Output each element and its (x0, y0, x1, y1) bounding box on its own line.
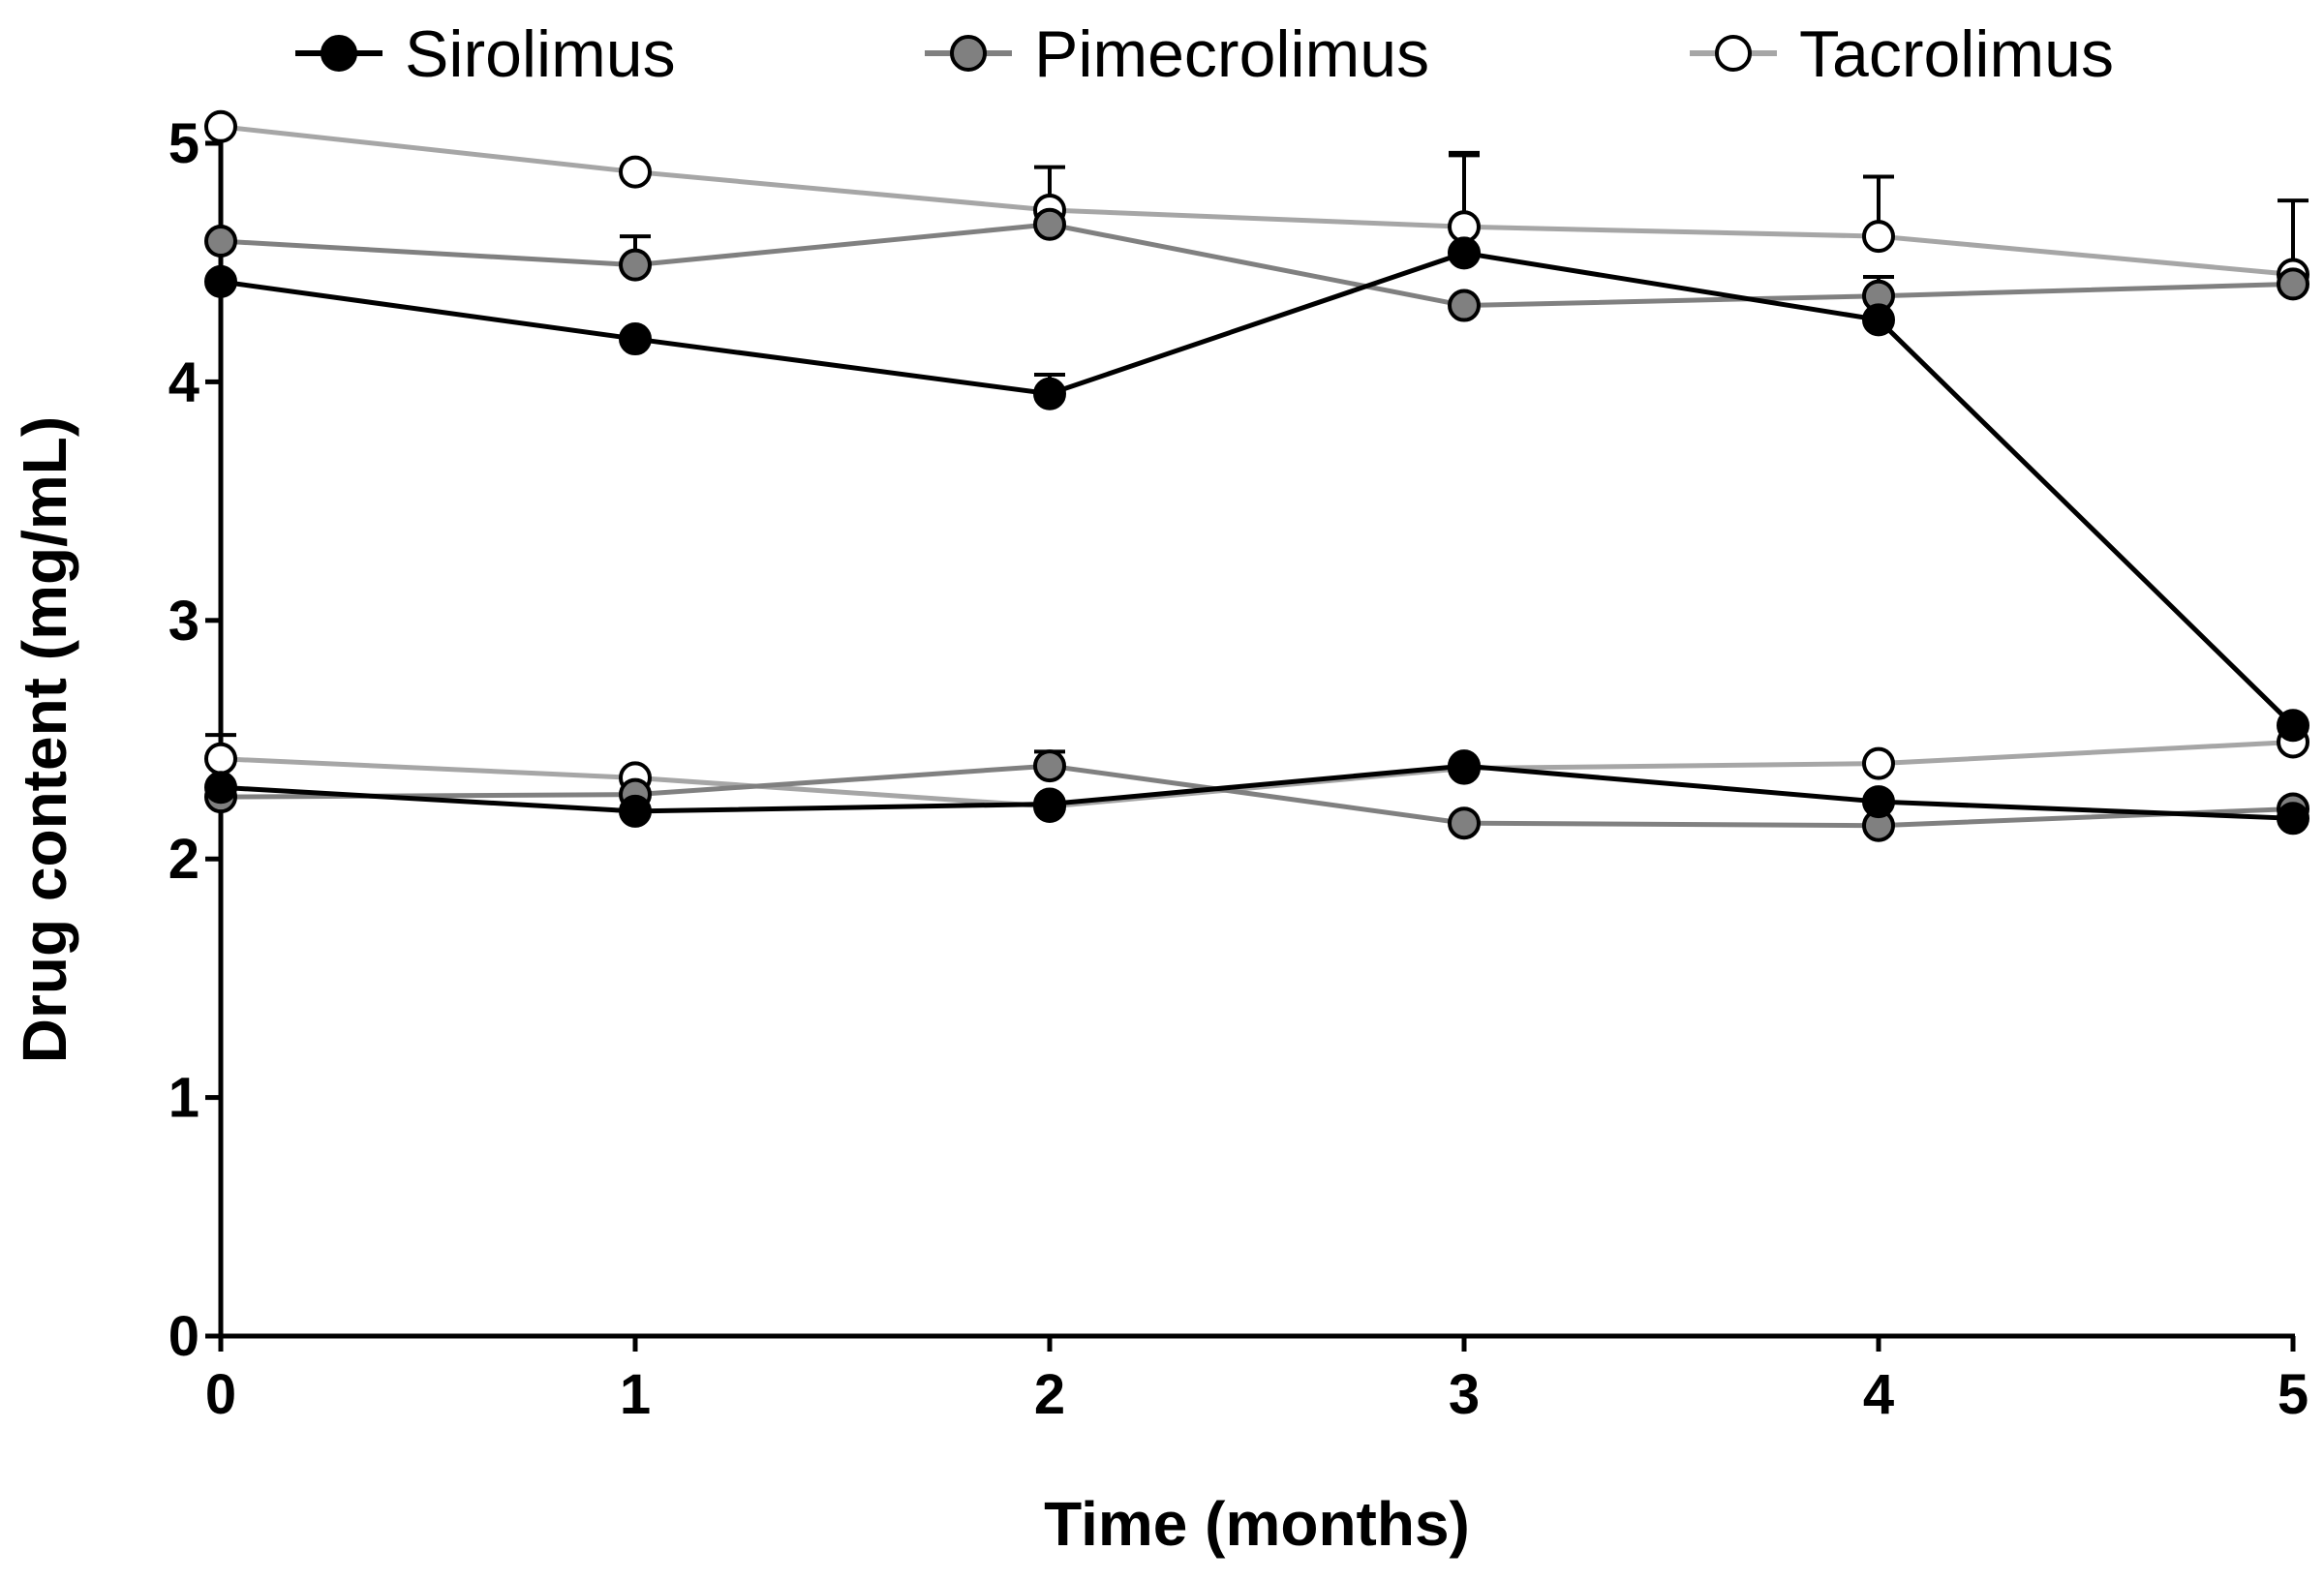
series-line (220, 124, 2294, 278)
data-point (1448, 289, 1481, 322)
data-point (619, 248, 652, 282)
data-point (204, 771, 237, 805)
data-point (1033, 207, 1066, 241)
legend-label: Tacrolimus (1799, 17, 2114, 91)
x-ticks: 0 1 2 3 4 5 (205, 1336, 2309, 1426)
errorbars-sirolimus-high (1034, 153, 1480, 394)
series-line (220, 250, 2295, 728)
series-line (220, 763, 2294, 821)
plot-area (204, 109, 2309, 842)
data-point (2277, 802, 2309, 836)
y-ticks: 0 1 2 3 4 5 (168, 112, 221, 1368)
data-point (204, 742, 237, 775)
markers-sirolimus-low (204, 749, 2309, 836)
legend-item-tacrolimus: Tacrolimus (1690, 17, 2114, 91)
x-tick-label: 4 (1863, 1363, 1894, 1426)
x-tick-label: 2 (1034, 1363, 1065, 1426)
data-point (1862, 220, 1895, 254)
series-tacrolimus-high (220, 124, 2294, 278)
x-tick-label: 0 (205, 1363, 236, 1426)
y-tick-label: 1 (168, 1067, 199, 1130)
x-tick-label: 3 (1449, 1363, 1480, 1426)
legend: Sirolimus Pimecrolimus Tacrolimus (295, 17, 2114, 91)
x-tick-label: 1 (620, 1363, 651, 1426)
axes: 0 1 2 3 4 5 0 1 2 3 4 5 Time (months) Drug content… (10, 112, 2309, 1559)
data-point (1448, 749, 1481, 783)
data-point (1448, 236, 1481, 270)
series-pimecrolimus-low (220, 763, 2294, 829)
legend-item-sirolimus: Sirolimus (295, 17, 676, 91)
markers-pimecrolimus-high (204, 207, 2309, 322)
data-point (2277, 267, 2309, 301)
data-point (1033, 377, 1066, 410)
y-tick-label: 3 (168, 590, 199, 653)
legend-marker (1715, 35, 1752, 72)
data-point (1862, 746, 1895, 780)
legend-label: Sirolimus (405, 17, 676, 91)
data-point (204, 225, 237, 258)
markers-sirolimus-high (204, 236, 2309, 743)
series-line (220, 763, 2294, 829)
data-point (1862, 785, 1895, 819)
series-pimecrolimus-high (220, 222, 2294, 309)
x-tick-label: 5 (2278, 1363, 2309, 1426)
y-axis-title: Drug content (mg/mL) (10, 416, 79, 1063)
y-tick-label: 0 (168, 1305, 199, 1368)
data-point (619, 794, 652, 828)
data-point (2277, 709, 2309, 743)
y-tick-label: 2 (168, 828, 199, 891)
legend-marker (950, 35, 987, 72)
data-point (1862, 303, 1895, 337)
data-point (619, 155, 652, 189)
markers-tacrolimus-high (204, 109, 2309, 291)
series-sirolimus-high (220, 250, 2295, 728)
data-point (204, 264, 237, 298)
series-sirolimus-low (220, 763, 2294, 821)
data-point (619, 322, 652, 356)
data-point (1033, 787, 1066, 821)
data-point (1033, 749, 1066, 783)
legend-marker (321, 35, 357, 72)
y-tick-label: 4 (168, 350, 199, 413)
legend-label: Pimecrolimus (1034, 17, 1429, 91)
x-axis-title: Time (months) (1044, 1489, 1470, 1559)
legend-item-pimecrolimus: Pimecrolimus (925, 17, 1429, 91)
y-tick-label: 5 (168, 112, 199, 175)
series-line (220, 222, 2294, 309)
data-point (1448, 806, 1481, 840)
data-point (204, 109, 237, 143)
